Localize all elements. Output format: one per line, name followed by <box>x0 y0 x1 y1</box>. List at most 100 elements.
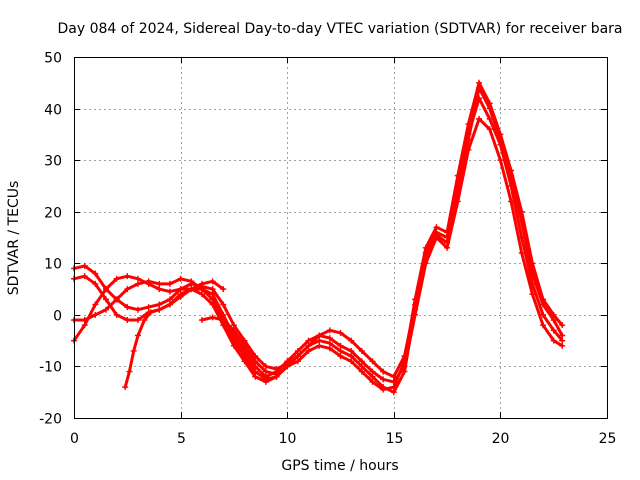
data-point <box>188 278 195 285</box>
data-point <box>337 353 344 360</box>
data-point <box>550 317 557 324</box>
data-point <box>550 311 557 318</box>
data-point <box>401 358 408 365</box>
data-point <box>92 280 99 287</box>
x-tick-label: 15 <box>386 431 404 447</box>
data-point <box>124 273 131 280</box>
data-point <box>273 371 280 378</box>
data-point <box>230 342 237 349</box>
data-point <box>337 347 344 354</box>
data-point <box>316 332 323 339</box>
data-point <box>380 386 387 393</box>
data-point <box>294 353 301 360</box>
data-point <box>433 224 440 231</box>
data-point <box>518 208 525 215</box>
data-point <box>209 278 216 285</box>
data-point <box>444 239 451 246</box>
x-tick-label: 0 <box>70 431 79 447</box>
series-track-5 <box>122 278 227 391</box>
data-point <box>147 309 154 316</box>
data-point <box>241 358 248 365</box>
plot-frame <box>74 57 608 419</box>
data-point <box>241 342 248 349</box>
data-point <box>316 342 323 349</box>
data-point <box>166 296 173 303</box>
data-point <box>122 384 129 391</box>
data-point <box>177 286 184 293</box>
data-point <box>465 121 472 128</box>
data-point <box>209 286 216 293</box>
data-point <box>316 337 323 344</box>
data-point <box>81 262 88 269</box>
data-point <box>124 304 131 311</box>
data-point <box>358 363 365 370</box>
data-point <box>262 378 269 385</box>
data-point <box>156 280 163 287</box>
data-point <box>305 337 312 344</box>
data-point <box>348 358 355 365</box>
y-tick-label: -20 <box>39 412 62 428</box>
data-point <box>220 317 227 324</box>
data-point <box>444 244 451 251</box>
y-tick-label: 0 <box>53 309 62 325</box>
data-point <box>454 172 461 179</box>
data-point <box>326 327 333 334</box>
data-point <box>380 376 387 383</box>
data-point <box>209 291 216 298</box>
data-point <box>529 260 536 267</box>
data-point <box>188 286 195 293</box>
data-point <box>486 100 493 107</box>
data-point <box>390 384 397 391</box>
data-point <box>497 131 504 138</box>
data-point <box>284 363 291 370</box>
data-point <box>550 337 557 344</box>
data-point <box>166 288 173 295</box>
data-point <box>390 389 397 396</box>
x-tick-label: 5 <box>177 431 186 447</box>
data-point <box>294 347 301 354</box>
data-point <box>102 296 109 303</box>
data-point <box>198 280 205 287</box>
data-point <box>284 358 291 365</box>
data-point <box>134 306 141 313</box>
data-point <box>198 317 205 324</box>
data-point <box>358 358 365 365</box>
x-tick-label: 25 <box>599 431 617 447</box>
data-point <box>209 296 216 303</box>
data-point <box>198 291 205 298</box>
data-point <box>348 347 355 354</box>
y-tick-label: -10 <box>39 360 62 376</box>
data-point <box>550 327 557 334</box>
data-point <box>559 322 566 329</box>
chart-title: Day 084 of 2024, Sidereal Day-to-day VTE… <box>57 21 622 37</box>
series-track-4 <box>71 79 566 393</box>
y-tick-label: 10 <box>44 257 62 273</box>
data-point <box>166 301 173 308</box>
data-point <box>145 304 152 311</box>
data-point <box>220 322 227 329</box>
data-point <box>476 115 483 122</box>
x-tick-label: 20 <box>492 431 510 447</box>
grid-layer <box>74 57 607 418</box>
data-point <box>209 301 216 308</box>
data-point <box>177 293 184 300</box>
data-point <box>348 353 355 360</box>
data-point <box>134 275 141 282</box>
data-point <box>230 322 237 329</box>
series-layer <box>71 79 566 396</box>
data-point <box>252 358 259 365</box>
data-point <box>369 378 376 385</box>
series-track-6 <box>198 314 291 378</box>
data-point <box>102 306 109 313</box>
data-point <box>252 373 259 380</box>
data-point <box>326 340 333 347</box>
y-tick-label: 40 <box>44 103 62 119</box>
data-point <box>113 275 120 282</box>
data-point <box>220 301 227 308</box>
data-point <box>497 157 504 164</box>
data-point <box>262 368 269 375</box>
data-point <box>156 301 163 308</box>
data-point <box>126 368 133 375</box>
data-point <box>337 342 344 349</box>
